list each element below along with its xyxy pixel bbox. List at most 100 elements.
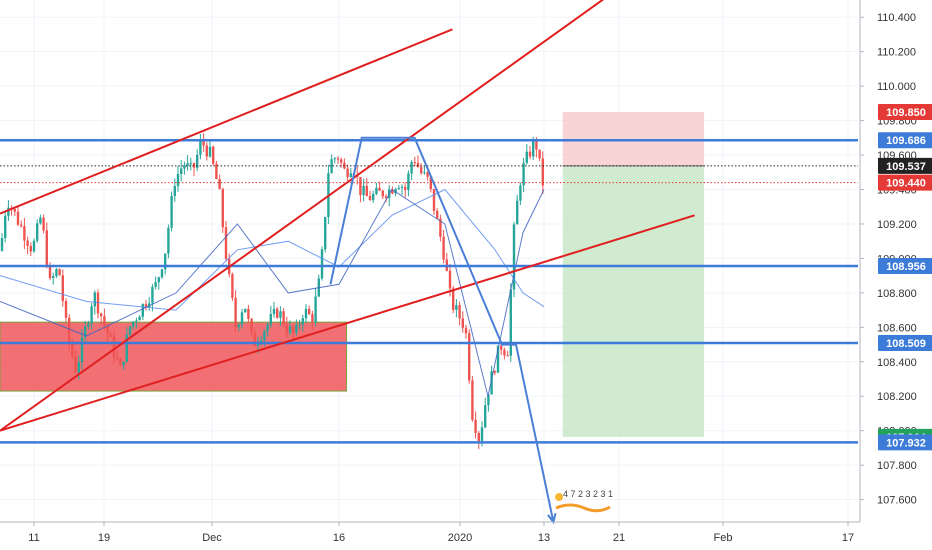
candle-body xyxy=(333,158,336,160)
x-tick-label: 11 xyxy=(28,532,39,544)
candle-body xyxy=(394,189,397,194)
candle-body xyxy=(196,154,199,168)
candle-body xyxy=(480,427,484,441)
price-label-badge xyxy=(878,174,932,191)
candle-body xyxy=(330,159,333,174)
candle-body xyxy=(477,432,480,441)
candle-body xyxy=(308,308,311,315)
candle-body xyxy=(461,318,464,328)
candle-body xyxy=(359,176,362,196)
candle-body xyxy=(256,343,260,347)
candle-body xyxy=(522,162,525,186)
candle-body xyxy=(439,218,442,237)
candle-body xyxy=(378,187,381,191)
price-label-text: 109.537 xyxy=(886,161,926,173)
candle-body xyxy=(538,149,541,159)
candle-body xyxy=(346,168,349,178)
candle-body xyxy=(288,326,292,333)
candle-body xyxy=(77,362,80,373)
price-label-badge xyxy=(878,335,932,352)
candle-body xyxy=(109,334,112,337)
candle-body xyxy=(167,227,170,254)
candle-body xyxy=(183,165,186,169)
candle-body xyxy=(503,349,506,356)
candle-body xyxy=(516,200,519,225)
candle-body xyxy=(164,253,167,270)
candle-body xyxy=(407,173,410,190)
candle-body xyxy=(87,323,90,327)
candle-body xyxy=(90,306,93,324)
candle-body xyxy=(349,173,352,178)
candle-body xyxy=(36,223,39,241)
candle-body xyxy=(29,245,32,252)
candle-body xyxy=(205,145,208,157)
watermark-swoosh xyxy=(555,503,611,513)
candle-body xyxy=(365,185,368,197)
candle-body xyxy=(16,211,20,225)
candle-body xyxy=(93,292,96,307)
trendline xyxy=(0,28,453,215)
x-tick-label: Feb xyxy=(714,532,733,544)
x-tick-label: 19 xyxy=(98,532,110,544)
candle-body xyxy=(285,324,288,333)
candle-body xyxy=(4,215,7,238)
candle-body xyxy=(106,325,109,335)
candle-body xyxy=(199,140,202,155)
candle-body xyxy=(304,308,308,319)
candle-body xyxy=(368,196,372,201)
watermark: 4 7 2 3 2 3 1 xyxy=(555,489,613,513)
candle-body xyxy=(423,172,426,174)
candle-body xyxy=(23,226,26,241)
zones-layer xyxy=(0,111,705,437)
candle-body xyxy=(212,146,215,164)
candle-body xyxy=(292,326,295,333)
watermark-text: 4 7 2 3 2 3 1 xyxy=(563,489,613,499)
y-tick-label: 110.000 xyxy=(877,81,916,93)
candle-body xyxy=(234,297,237,328)
candle-body xyxy=(20,224,23,227)
candle-body xyxy=(436,210,439,219)
y-tick-label: 110.200 xyxy=(877,47,916,59)
candle-body xyxy=(493,371,496,373)
candle-body xyxy=(509,289,512,356)
demand-zone xyxy=(0,321,348,392)
candle-body xyxy=(340,159,343,163)
candle-body xyxy=(26,240,29,246)
candle-body xyxy=(532,139,535,157)
candle-body xyxy=(128,326,132,335)
candle-body xyxy=(61,275,64,302)
candle-body xyxy=(74,356,77,373)
candle-body xyxy=(468,333,471,381)
candle-body xyxy=(314,296,317,323)
candle-body xyxy=(276,308,279,318)
candle-body xyxy=(282,311,285,325)
candle-body xyxy=(157,277,160,283)
candle-body xyxy=(512,224,516,290)
candle-body xyxy=(464,327,468,334)
candle-body xyxy=(381,190,384,197)
candle-body xyxy=(266,324,269,332)
candle-body xyxy=(68,317,71,344)
candle-body xyxy=(448,270,452,289)
price-label-badge xyxy=(878,434,932,451)
price-label-text: 109.686 xyxy=(886,135,926,147)
candle-body xyxy=(132,321,135,327)
price-label-text: 109.850 xyxy=(886,107,926,119)
candle-body xyxy=(426,172,429,177)
candle-body xyxy=(490,371,493,395)
candle-body xyxy=(231,274,234,298)
candle-body xyxy=(442,236,445,260)
price-label-text: 107.932 xyxy=(886,437,926,449)
stop-loss-zone xyxy=(562,111,705,166)
trendline xyxy=(0,214,695,432)
watermark-dot xyxy=(555,493,563,501)
candle-body xyxy=(404,186,407,190)
candle-body xyxy=(487,394,490,406)
y-tick-label: 108.800 xyxy=(877,288,917,300)
candle-body xyxy=(52,276,55,279)
x-tick-label: 13 xyxy=(538,532,550,544)
price-label-badge xyxy=(878,157,932,174)
candle-body xyxy=(202,140,205,146)
candle-body xyxy=(432,188,436,211)
